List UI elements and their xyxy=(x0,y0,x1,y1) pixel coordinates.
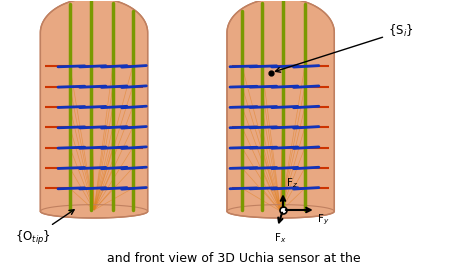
Polygon shape xyxy=(227,0,334,218)
Text: {O$_{tip}$}: {O$_{tip}$} xyxy=(15,210,74,247)
Text: F$_y$: F$_y$ xyxy=(317,212,329,226)
Text: F$_z$: F$_z$ xyxy=(286,176,298,190)
Polygon shape xyxy=(40,0,148,218)
Text: and front view of 3D Uchia sensor at the: and front view of 3D Uchia sensor at the xyxy=(107,252,361,265)
Text: {S$_i$}: {S$_i$} xyxy=(276,23,414,72)
Text: F$_x$: F$_x$ xyxy=(274,231,287,245)
